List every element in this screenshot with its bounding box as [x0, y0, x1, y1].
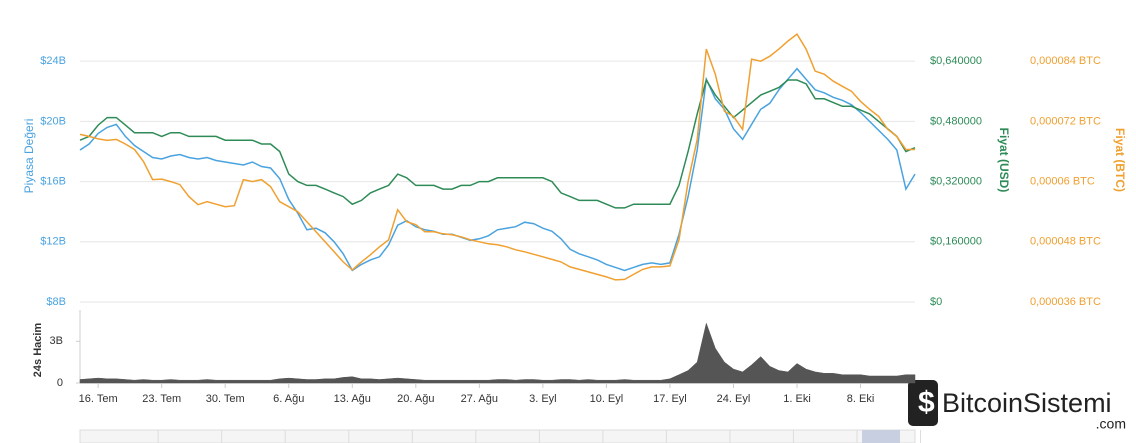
- navigator-handle[interactable]: [862, 430, 900, 443]
- volume-axis-title: 24s Hacim: [32, 323, 44, 378]
- y-axis-title: Piyasa Değeri: [22, 119, 36, 194]
- y-tick-label: 0,000036 BTC: [1030, 296, 1101, 308]
- y-tick-label: 0: [57, 377, 63, 389]
- x-tick-label: 27. Ağu: [461, 393, 498, 405]
- y-tick-label: $12B: [40, 236, 66, 248]
- x-tick-label: 6. Ağu: [273, 393, 304, 405]
- x-tick-label: 13. Ağu: [334, 393, 371, 405]
- y-tick-label: $0,160000: [930, 236, 982, 248]
- series-line: [79, 78, 916, 209]
- y-tick-label: $0,480000: [930, 115, 982, 127]
- y-tick-label: $0,640000: [930, 55, 982, 67]
- y-tick-label: $20B: [40, 115, 66, 127]
- series-line: [79, 67, 916, 272]
- x-tick-label: 10. Eyl: [590, 393, 624, 405]
- y-tick-label: $0,320000: [930, 175, 982, 187]
- y2-axis-title: Fiyat (USD): [997, 128, 1011, 193]
- x-tick-label: 23. Tem: [142, 393, 181, 405]
- x-tick-label: 24. Eyl: [717, 393, 751, 405]
- x-tick-label: 3. Eyl: [529, 393, 557, 405]
- y-tick-label: 0,000084 BTC: [1030, 55, 1101, 67]
- x-tick-label: 20. Ağu: [397, 393, 434, 405]
- y-tick-label: 0,000048 BTC: [1030, 236, 1101, 248]
- navigator[interactable]: [79, 429, 916, 443]
- watermark: $ BitcoinSistemi .com: [908, 380, 1126, 432]
- y3-axis-title: Fiyat (BTC): [1113, 128, 1127, 192]
- y-tick-label: 3B: [50, 335, 63, 347]
- x-tick-label: 17. Eyl: [653, 393, 687, 405]
- y-tick-label: $24B: [40, 55, 66, 67]
- watermark-icon: [908, 380, 938, 426]
- watermark-text: BitcoinSistemi: [942, 388, 1112, 418]
- y-tick-label: 0,000072 BTC: [1030, 115, 1101, 127]
- watermark-suffix: .com: [1096, 416, 1126, 432]
- volume-area: [79, 322, 916, 384]
- y-tick-label: 0,00006 BTC: [1030, 175, 1095, 187]
- x-tick-label: 1. Eki: [783, 393, 811, 405]
- y-tick-label: $0: [930, 296, 942, 308]
- y-tick-label: $16B: [40, 175, 66, 187]
- x-tick-label: 30. Tem: [206, 393, 245, 405]
- watermark-icon-letter: $: [918, 386, 935, 419]
- y-tick-label: $8B: [46, 296, 66, 308]
- series-line: [79, 32, 915, 281]
- x-tick-label: 8. Eki: [847, 393, 875, 405]
- x-tick-label: 16. Tem: [79, 393, 118, 405]
